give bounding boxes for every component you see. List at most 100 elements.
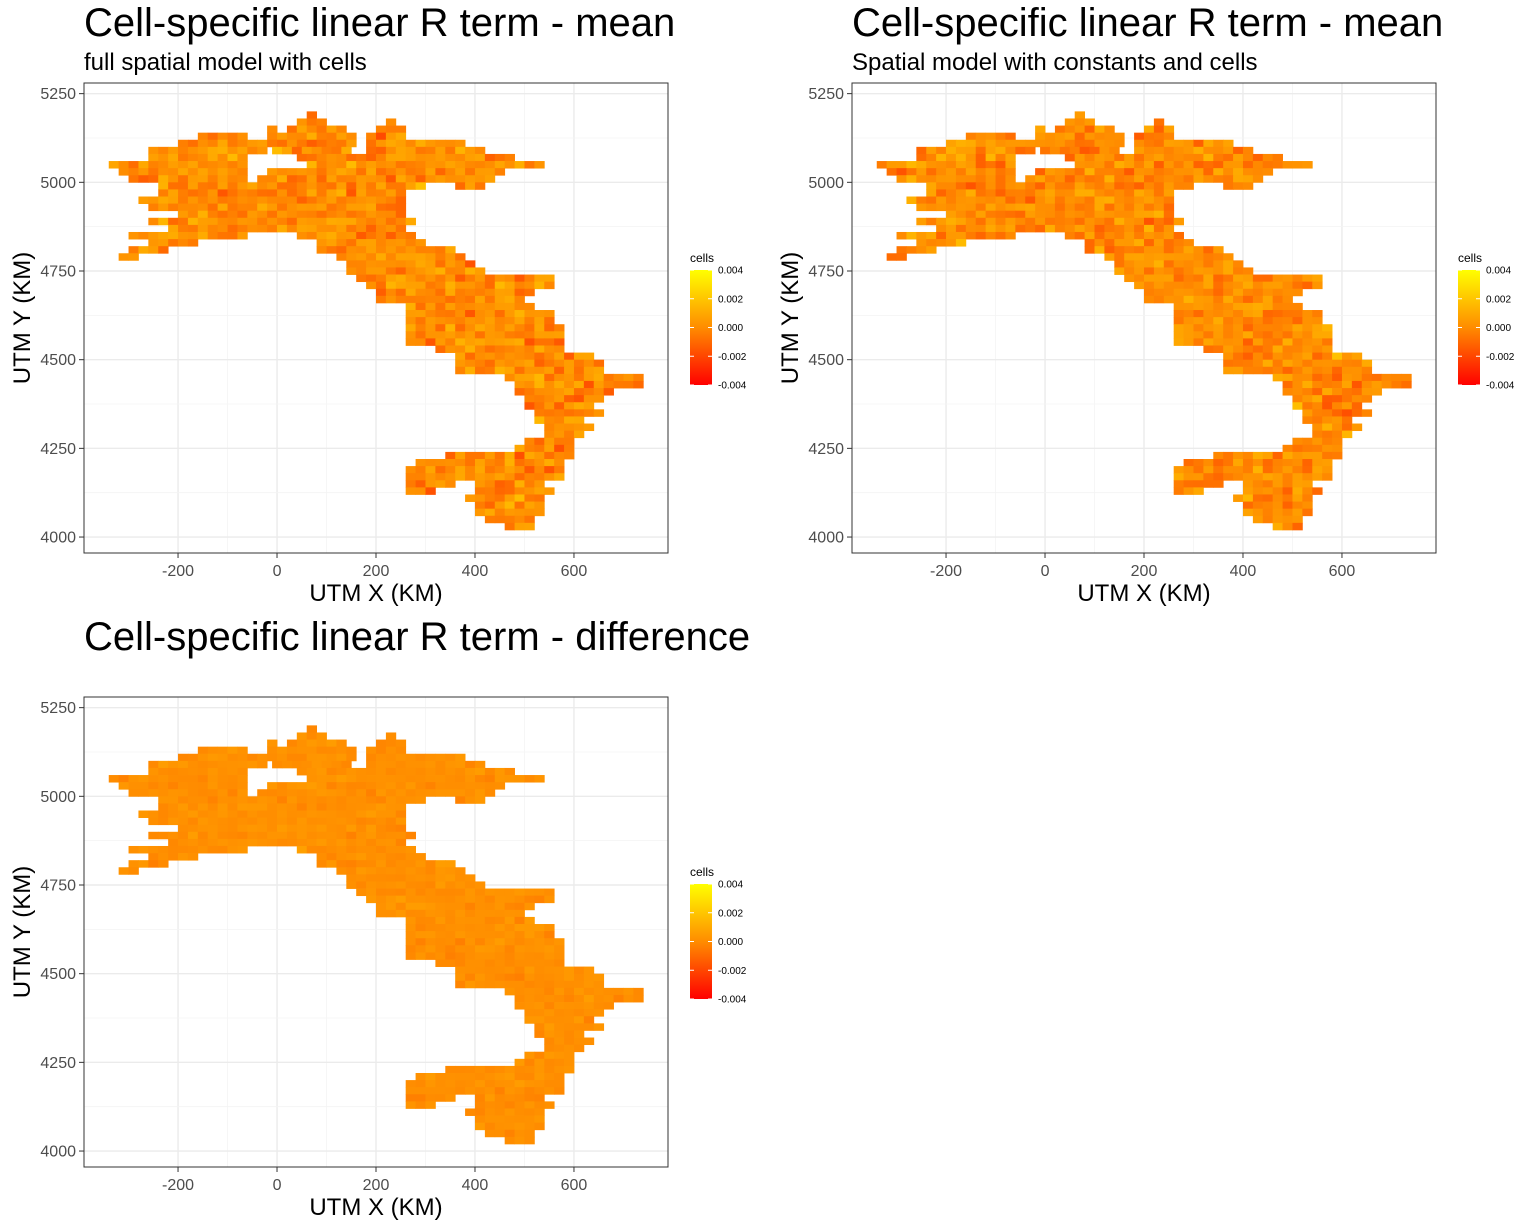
heatmap-cell [158,175,169,183]
heatmap-cell [965,231,977,240]
heatmap-cell [346,860,357,868]
heatmap-cell [593,395,605,403]
heatmap-cell [465,473,476,481]
heatmap-cell [474,1115,486,1124]
heatmap-cell [455,924,466,932]
heatmap-cell [633,373,644,382]
heatmap-cell [425,331,436,339]
heatmap-cell [158,153,169,162]
heatmap-cell [544,895,555,904]
heatmap-cell [257,182,268,190]
heatmap-cell [148,810,159,818]
heatmap-cell [366,888,377,897]
heatmap-cell [267,803,278,811]
heatmap-cell [1292,331,1303,339]
heatmap-cell [197,224,209,233]
heatmap-cell [1144,288,1155,297]
heatmap-cell [554,1023,565,1031]
heatmap-cell [376,796,387,804]
legend-title: cells [690,251,714,265]
heatmap-cell [247,824,258,833]
heatmap-cell [376,739,387,748]
heatmap-cell [504,1115,515,1124]
heatmap-cell [623,373,634,382]
heatmap-cell [1173,139,1184,148]
heatmap-cell [926,182,937,190]
heatmap-cell [1242,175,1254,183]
heatmap-cell [445,1094,456,1102]
heatmap-cell [1332,451,1343,460]
heatmap-cell [1094,132,1105,141]
heatmap-cell [207,231,219,240]
heatmap-cell [474,1080,486,1088]
y-tick-label: 5000 [40,175,76,192]
heatmap-cell [376,860,387,868]
heatmap-cell [534,444,545,453]
heatmap-cell [1183,161,1194,169]
heatmap-cell [178,210,189,219]
heatmap-cell [1045,189,1056,197]
heatmap-cell [514,1080,525,1088]
heatmap-cell [504,324,515,332]
heatmap-cell [1292,515,1303,524]
heatmap-cell [425,924,436,932]
heatmap-cell [564,423,575,432]
heatmap-cell [405,1094,416,1102]
heatmap-cell [316,860,327,868]
heatmap-cell [1153,253,1165,261]
heatmap-cell [385,810,397,818]
heatmap-cell [445,267,456,275]
heatmap-cell [376,845,387,854]
heatmap-cell [1193,253,1204,261]
heatmap-cell [197,153,209,162]
heatmap-cell [1045,224,1056,233]
heatmap-cell [1144,161,1155,169]
heatmap-cell [916,196,927,204]
heatmap-cell [306,153,318,162]
heatmap-cell [385,295,397,304]
heatmap-cell [168,146,179,155]
heatmap-cell [395,182,407,190]
heatmap-cell [1064,132,1076,141]
heatmap-cell [1163,231,1175,240]
heatmap-cell [1153,288,1165,297]
heatmap-cell [376,895,387,904]
heatmap-cell [207,189,219,197]
heatmap-cell [455,874,466,882]
heatmap-cell [366,874,377,882]
heatmap-cell [573,980,585,989]
heatmap-cell [148,789,159,797]
heatmap-cell [1242,317,1254,325]
heatmap-cell [474,1087,486,1095]
heatmap-cell [1114,161,1125,169]
heatmap-cell [975,175,987,183]
heatmap-cell [306,767,318,776]
heatmap-cell [356,260,367,268]
heatmap-cell [128,161,139,169]
heatmap-cell [946,189,957,197]
heatmap-cell [395,909,407,918]
heatmap-cell [1084,246,1095,254]
heatmap-cell [385,253,397,261]
heatmap-cell [1223,338,1234,346]
heatmap-cell [395,824,407,833]
heatmap-cell [544,416,555,424]
heatmap-cell [1173,217,1184,226]
heatmap-cell [455,253,466,261]
heatmap-cell [514,902,525,911]
heatmap-cell [1351,366,1363,375]
heatmap-cell [1302,388,1313,396]
heatmap-cell [573,1030,585,1038]
heatmap-cell [524,1136,535,1145]
heatmap-cell [326,246,337,254]
heatmap-cell [277,803,288,811]
heatmap-cell [316,739,327,748]
heatmap-cell [425,139,436,148]
heatmap-cell [376,288,387,297]
heatmap-cell [926,203,937,212]
heatmap-cell [435,246,446,254]
heatmap-cell [583,994,595,1003]
heatmap-cell [247,760,258,769]
heatmap-cell [178,796,189,804]
heatmap-cell [985,210,996,219]
